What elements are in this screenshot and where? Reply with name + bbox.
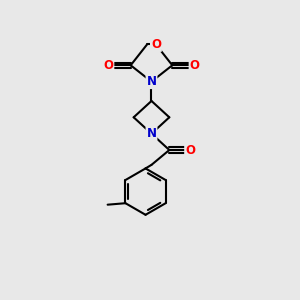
Text: N: N <box>146 75 157 88</box>
Text: O: O <box>185 143 195 157</box>
Text: O: O <box>103 59 113 72</box>
Text: O: O <box>190 59 200 72</box>
Text: N: N <box>146 127 157 140</box>
Text: O: O <box>151 38 161 51</box>
